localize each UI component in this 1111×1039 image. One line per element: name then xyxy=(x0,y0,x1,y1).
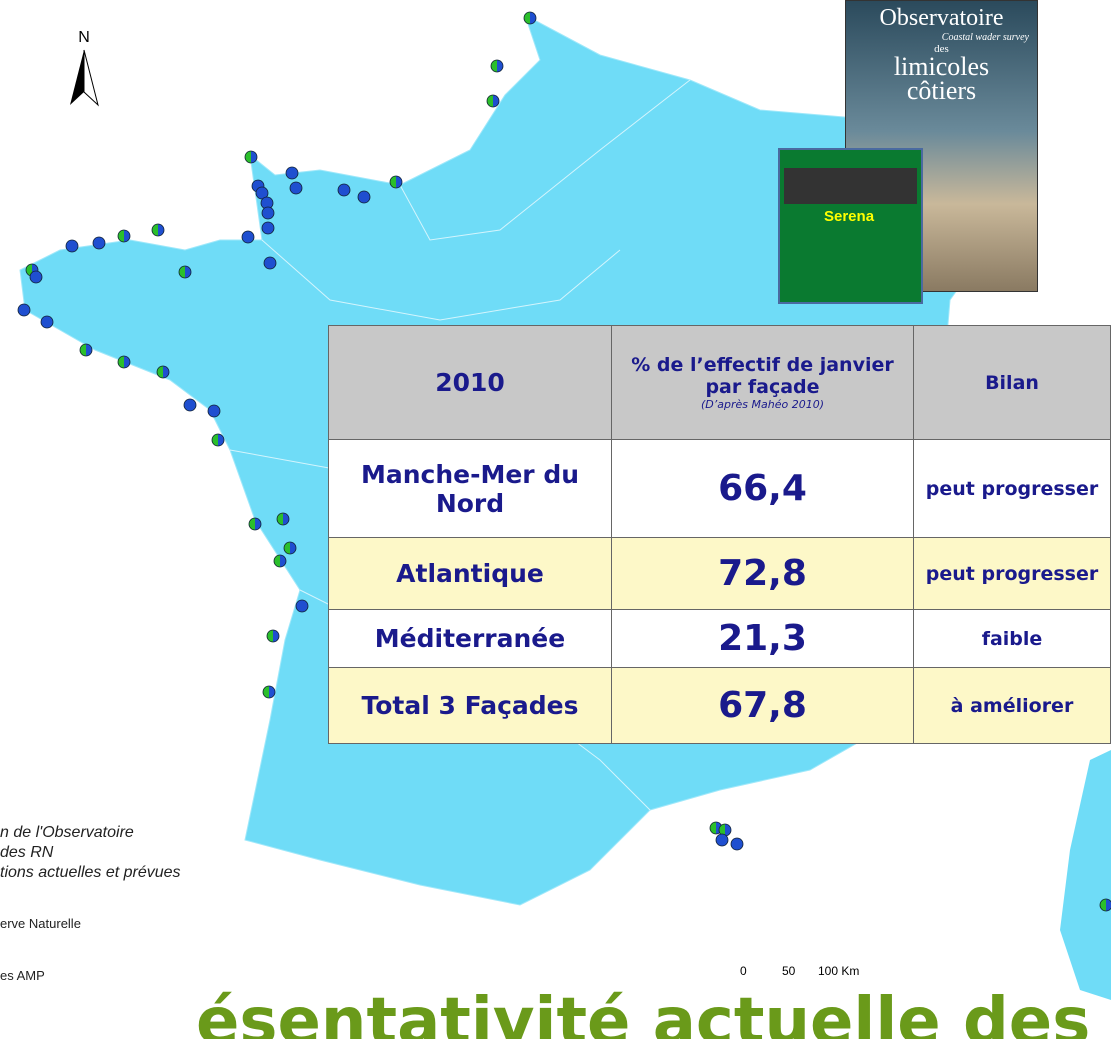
site-marker xyxy=(66,240,78,252)
header-cell: 2010 xyxy=(329,326,612,440)
table-cell: peut progresser xyxy=(914,538,1111,610)
site-marker xyxy=(18,304,30,316)
header-note: (D’après Mahéo 2010) xyxy=(612,398,913,411)
site-marker xyxy=(118,356,130,368)
north-label: N xyxy=(78,29,90,46)
legend-text: erve Naturelle xyxy=(0,916,81,931)
table-cell: à améliorer xyxy=(914,668,1111,744)
bottom-text: ésentativité actuelle des xyxy=(196,985,1090,1039)
site-marker xyxy=(249,518,261,530)
cover-subtitle: Coastal wader survey xyxy=(846,32,1037,43)
site-marker xyxy=(242,231,254,243)
table: 2010 % de l’effectif de janvier par faça… xyxy=(328,325,1111,744)
table-cell: 21,3 xyxy=(612,610,914,668)
site-marker xyxy=(284,542,296,554)
corsica xyxy=(1060,750,1111,1000)
table-cell: faible xyxy=(914,610,1111,668)
site-marker xyxy=(184,399,196,411)
site-marker xyxy=(487,95,499,107)
site-marker xyxy=(157,366,169,378)
legend-text: des RN xyxy=(0,844,53,862)
legend-text: tions actuelles et prévues xyxy=(0,864,181,882)
site-marker xyxy=(286,167,298,179)
cover-title: Observatoire xyxy=(846,5,1037,32)
north-arrow xyxy=(84,50,98,105)
scale-label: 50 xyxy=(782,964,796,978)
site-marker xyxy=(731,838,743,850)
site-marker xyxy=(491,60,503,72)
header-cell: % de l’effectif de janvier par façade(D’… xyxy=(612,326,914,440)
table-cell: 72,8 xyxy=(612,538,914,610)
site-marker xyxy=(212,434,224,446)
table-cell: 67,8 xyxy=(612,668,914,744)
legend-text: es AMP xyxy=(0,968,45,983)
scale-label: 0 xyxy=(740,964,747,978)
site-marker xyxy=(274,555,286,567)
site-marker xyxy=(296,600,308,612)
north-arrow xyxy=(70,50,84,105)
site-marker xyxy=(267,630,279,642)
site-marker xyxy=(277,513,289,525)
site-marker xyxy=(93,237,105,249)
table-cell: peut progresser xyxy=(914,440,1111,538)
site-marker xyxy=(338,184,350,196)
site-marker xyxy=(262,222,274,234)
site-marker xyxy=(524,12,536,24)
site-marker xyxy=(118,230,130,242)
site-marker xyxy=(264,257,276,269)
site-marker xyxy=(390,176,402,188)
site-marker xyxy=(179,266,191,278)
cover-text: côtiers xyxy=(846,79,1037,103)
software-screenshot: Serena xyxy=(778,148,923,304)
site-marker xyxy=(152,224,164,236)
site-marker xyxy=(41,316,53,328)
software-name: Serena xyxy=(780,208,921,225)
site-marker xyxy=(245,151,257,163)
scale-label: 100 Km xyxy=(818,964,859,978)
site-marker xyxy=(263,686,275,698)
site-marker xyxy=(30,271,42,283)
site-marker xyxy=(716,834,728,846)
site-marker xyxy=(358,191,370,203)
legend-text: n de l'Observatoire xyxy=(0,824,134,842)
site-marker xyxy=(1100,899,1111,911)
site-marker xyxy=(290,182,302,194)
site-marker xyxy=(80,344,92,356)
table-cell: 66,4 xyxy=(612,440,914,538)
site-marker xyxy=(208,405,220,417)
table-cell: Total 3 Façades xyxy=(329,668,612,744)
table-cell: Atlantique xyxy=(329,538,612,610)
page: N 0 50 100 Km n de l'Observatoire des RN… xyxy=(0,0,1111,1039)
header-cell: Bilan xyxy=(914,326,1111,440)
table-cell: Méditerranée xyxy=(329,610,612,668)
header-text: % de l’effectif de janvier par façade xyxy=(631,354,894,398)
site-marker xyxy=(262,207,274,219)
table-cell: Manche-Mer du Nord xyxy=(329,440,612,538)
